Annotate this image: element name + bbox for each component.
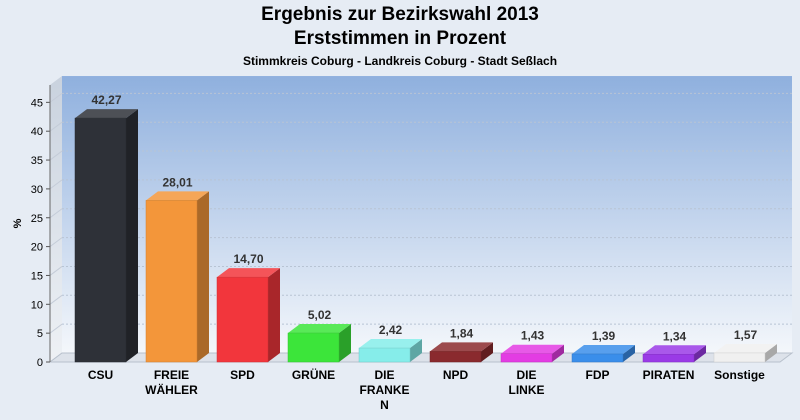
y-tick-label: 20 [31, 242, 43, 254]
x-tick-label: N [380, 398, 389, 412]
bar-top [643, 345, 706, 355]
bar-front [642, 354, 695, 363]
bar [358, 339, 422, 363]
grid-line-side [49, 237, 63, 248]
bar-value-label: 2,42 [379, 323, 403, 337]
bar-top [75, 109, 138, 119]
bar-side [339, 324, 351, 362]
grid-line-side [49, 92, 63, 103]
bar-top [146, 191, 209, 201]
bar [74, 109, 138, 363]
x-tick-label: DIE [374, 368, 394, 382]
x-tick-label: FDP [586, 368, 610, 382]
y-tick-label: 10 [31, 299, 43, 311]
bar-side [197, 191, 209, 362]
bar-top [359, 339, 422, 349]
x-tick-label: FREIE [154, 368, 189, 382]
bar-value-label: 28,01 [162, 175, 192, 189]
y-tick-label: 40 [31, 126, 43, 138]
bar-top [217, 268, 280, 278]
bar [287, 324, 351, 363]
y-tick-label: 25 [31, 213, 43, 225]
bar-front [713, 352, 766, 363]
bar-value-label: 1,84 [450, 326, 474, 340]
bar [500, 344, 564, 363]
y-tick-label: 0 [37, 357, 43, 369]
grid-line-side [49, 150, 63, 161]
x-tick-label: SPD [230, 368, 255, 382]
x-tick-label: GRÜNE [292, 367, 335, 382]
bar [713, 343, 777, 363]
bar [571, 344, 635, 363]
grid-line-side [49, 266, 63, 276]
bar-value-label: 1,43 [521, 329, 545, 343]
bar-front [74, 117, 127, 363]
bar [642, 345, 706, 363]
chart-side-wall [50, 76, 62, 362]
x-tick-label: DIE [516, 368, 536, 382]
grid-line-side [49, 179, 63, 190]
bar-front [216, 276, 269, 363]
grid-line-side [49, 294, 63, 305]
bar [429, 342, 493, 363]
bar-value-label: 42,27 [91, 93, 121, 107]
grid-line-side [49, 323, 63, 334]
bar-side [481, 342, 493, 362]
bar-value-label: 14,70 [233, 252, 263, 266]
bar-front [358, 347, 411, 363]
bar-side [126, 109, 138, 362]
bar [216, 268, 280, 363]
bar-side [765, 343, 777, 362]
chart-region-subtitle: Stimmkreis Coburg - Landkreis Coburg - S… [242, 54, 558, 68]
x-tick-label: FRANKE [360, 383, 410, 397]
x-tick-label: PIRATEN [643, 368, 695, 382]
x-tick-label: NPD [443, 368, 469, 382]
bar-value-label: 1,34 [663, 329, 687, 343]
x-tick-label: CSU [88, 368, 113, 382]
bar-front [287, 332, 340, 363]
bar-top [501, 344, 564, 354]
chart-title: Ergebnis zur Bezirkswahl 2013 [261, 4, 539, 25]
bar-top [572, 344, 635, 354]
bar-value-label: 5,02 [308, 308, 332, 322]
bar-top [430, 342, 493, 352]
bar-front [145, 200, 198, 363]
x-tick-label: WÄHLER [145, 382, 198, 397]
y-tick-label: 15 [31, 270, 43, 282]
y-tick-label: 35 [31, 155, 43, 167]
grid-line-side [49, 208, 63, 219]
bar-side [410, 339, 422, 362]
bar-side [694, 345, 706, 362]
y-axis-label: % [12, 218, 24, 228]
bar-front [571, 353, 624, 363]
chart-subtitle: Erststimmen in Prozent [293, 28, 507, 49]
bar-top [714, 343, 777, 353]
bar-front [429, 351, 482, 363]
y-tick-label: 30 [31, 184, 43, 196]
bar [145, 191, 209, 363]
bar-side [552, 344, 564, 362]
y-tick-label: 45 [31, 97, 43, 109]
bar-value-label: 1,57 [734, 328, 758, 342]
bar-side [268, 268, 280, 362]
y-tick-label: 5 [37, 328, 43, 340]
x-tick-label: Sonstige [714, 368, 765, 382]
bar-value-label: 1,39 [592, 329, 616, 343]
grid-line-side [49, 121, 63, 132]
bar-front [500, 353, 553, 363]
bar-side [623, 344, 635, 362]
x-tick-label: LINKE [509, 383, 545, 397]
bar-top [288, 324, 351, 334]
